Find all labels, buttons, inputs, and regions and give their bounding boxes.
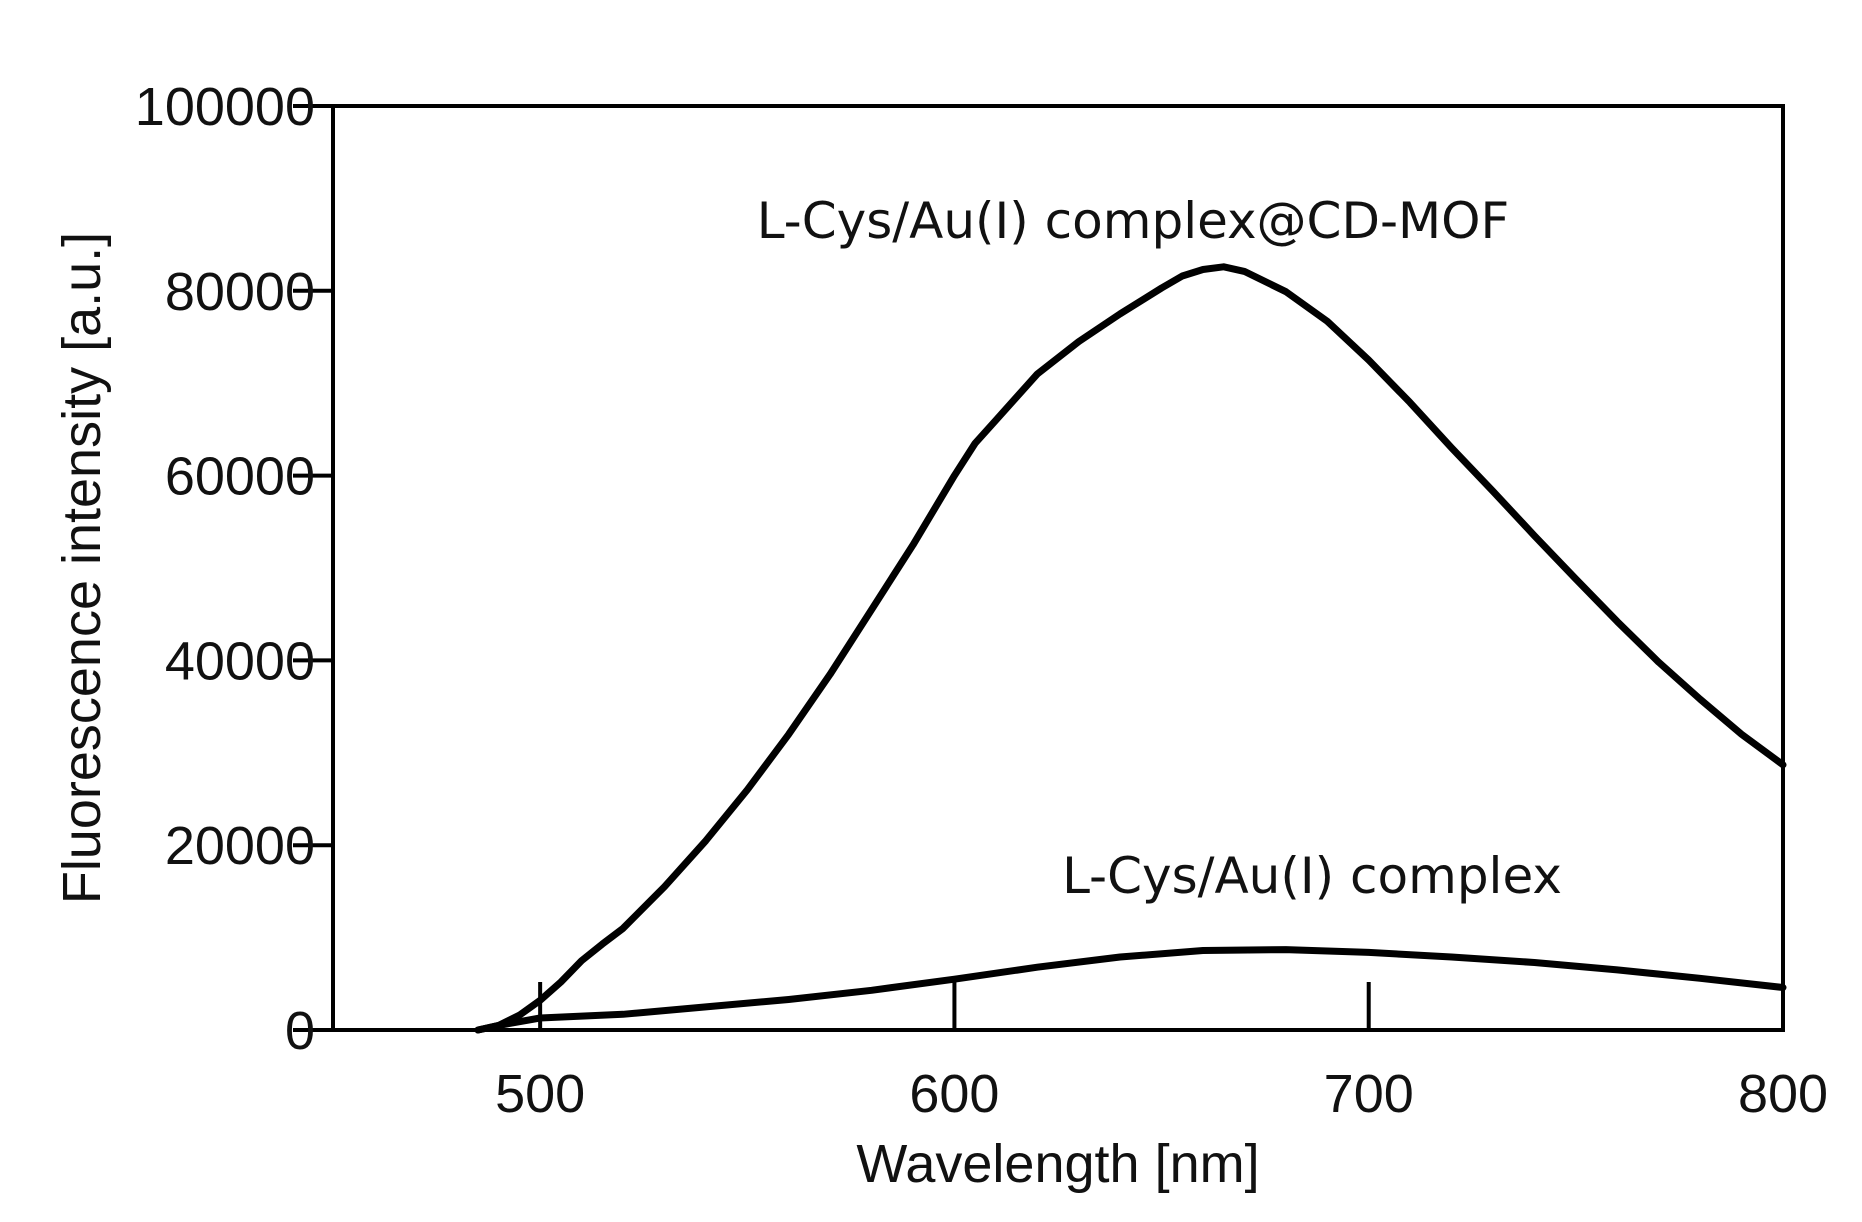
x-tick-label: 700 [1324, 1064, 1414, 1124]
series-line-complex [474, 946, 1787, 1034]
y-tick-label: 20000 [165, 816, 315, 876]
x-axis-title: Wavelength [nm] [856, 1134, 1259, 1194]
y-axis-title: Fluorescence intensity [a.u.] [52, 232, 112, 904]
y-tick-label: 60000 [165, 447, 315, 507]
series-line-cd-mof [474, 263, 1787, 1034]
ticks-layer [293, 104, 1785, 1032]
y-tick-label: 0 [285, 1001, 315, 1061]
tick-labels-layer: 500 600 700 800 0 20000 40000 60000 80000 100000 [135, 77, 1828, 1124]
x-tick-label: 600 [909, 1064, 999, 1124]
y-tick-label: 40000 [165, 631, 315, 691]
plot-frame [331, 104, 1785, 1032]
series-label-complex: L-Cys/Au(I) complex [1062, 847, 1562, 905]
x-tick-label: 500 [495, 1064, 585, 1124]
curves-layer [474, 263, 1787, 1034]
x-tick-label: 800 [1738, 1064, 1828, 1124]
y-tick-label: 80000 [165, 262, 315, 322]
series-label-cd-mof: L-Cys/Au(I) complex@CD-MOF [757, 192, 1510, 250]
y-tick-label: 100000 [135, 77, 315, 137]
